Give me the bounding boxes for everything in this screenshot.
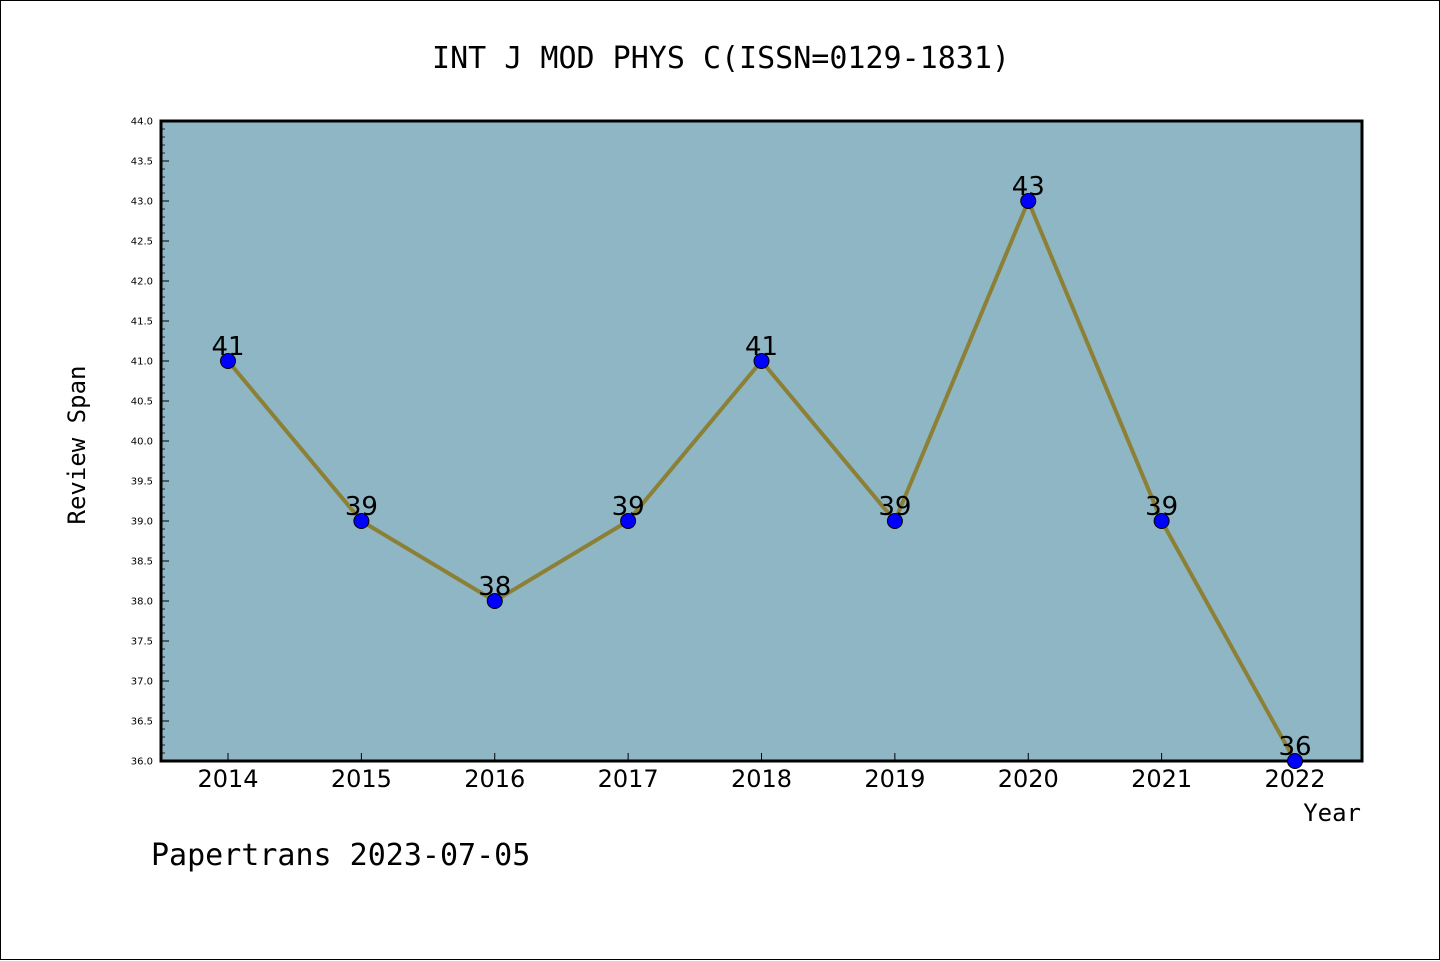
y-axis-label: Review Span xyxy=(63,366,91,525)
data-point xyxy=(886,513,903,529)
x-tick-label: 2022 xyxy=(1264,765,1325,793)
x-axis-label: Year xyxy=(1303,799,1361,827)
data-label: 41 xyxy=(211,332,244,362)
x-tick-label: 2020 xyxy=(998,765,1059,793)
y-tick-label: 43.5 xyxy=(131,157,153,168)
data-point xyxy=(1287,753,1303,769)
data-label: 43 xyxy=(1012,172,1045,202)
y-tick-label: 44.0 xyxy=(131,117,153,128)
x-tick-label: 2018 xyxy=(731,765,792,793)
y-tick-label: 39.0 xyxy=(131,517,153,528)
data-point xyxy=(353,513,370,529)
y-tick-label: 41.0 xyxy=(131,357,153,368)
y-tick-label: 41.5 xyxy=(131,317,153,328)
x-tick-label: 2014 xyxy=(197,765,258,793)
x-tick-label: 2019 xyxy=(864,765,925,793)
data-label: 38 xyxy=(478,572,511,602)
x-axis: 2014 2015 2016 2017 2018 2019 2020 2021 2022 xyxy=(197,753,1326,793)
watermark: Papertrans 2023-07-05 xyxy=(151,838,530,873)
series-review-span xyxy=(220,193,1303,769)
x-tick-label: 2015 xyxy=(331,765,392,793)
data-point xyxy=(1153,513,1170,529)
y-tick-label: 39.5 xyxy=(131,477,153,488)
x-tick-label: 2021 xyxy=(1131,765,1192,793)
y-tick-label: 38.0 xyxy=(131,597,153,608)
y-tick-label: 42.0 xyxy=(131,277,153,288)
y-tick-label: 38.5 xyxy=(131,557,153,568)
data-label: 41 xyxy=(745,332,778,362)
data-label: 36 xyxy=(1278,732,1311,762)
data-point xyxy=(486,593,503,609)
data-point xyxy=(753,353,770,369)
data-label: 39 xyxy=(345,492,378,522)
y-tick-label: 36.5 xyxy=(131,717,153,728)
data-label: 39 xyxy=(878,492,911,522)
plot-area xyxy=(159,119,1364,763)
y-axis: 36.0 36.5 37.0 37.5 38.0 38.5 39.0 39.5 40.0 40.5… xyxy=(131,117,169,768)
data-label: 39 xyxy=(612,492,645,522)
y-tick-label: 37.0 xyxy=(131,677,153,688)
x-tick-label: 2017 xyxy=(598,765,659,793)
data-point xyxy=(1020,193,1037,209)
data-point xyxy=(620,513,637,529)
y-tick-label: 43.0 xyxy=(131,197,153,208)
chart-title: INT J MOD PHYS C(ISSN=0129-1831) xyxy=(432,41,1010,76)
y-tick-label: 36.0 xyxy=(131,757,153,768)
y-tick-label: 40.5 xyxy=(131,397,153,408)
y-tick-label: 37.5 xyxy=(131,637,153,648)
data-label: 39 xyxy=(1145,492,1178,522)
data-labels: 41 39 38 39 41 39 43 39 36 xyxy=(211,172,1311,762)
x-tick-label: 2016 xyxy=(464,765,525,793)
data-point xyxy=(220,353,236,369)
y-tick-label: 40.0 xyxy=(131,437,153,448)
y-tick-label: 42.5 xyxy=(131,237,153,248)
